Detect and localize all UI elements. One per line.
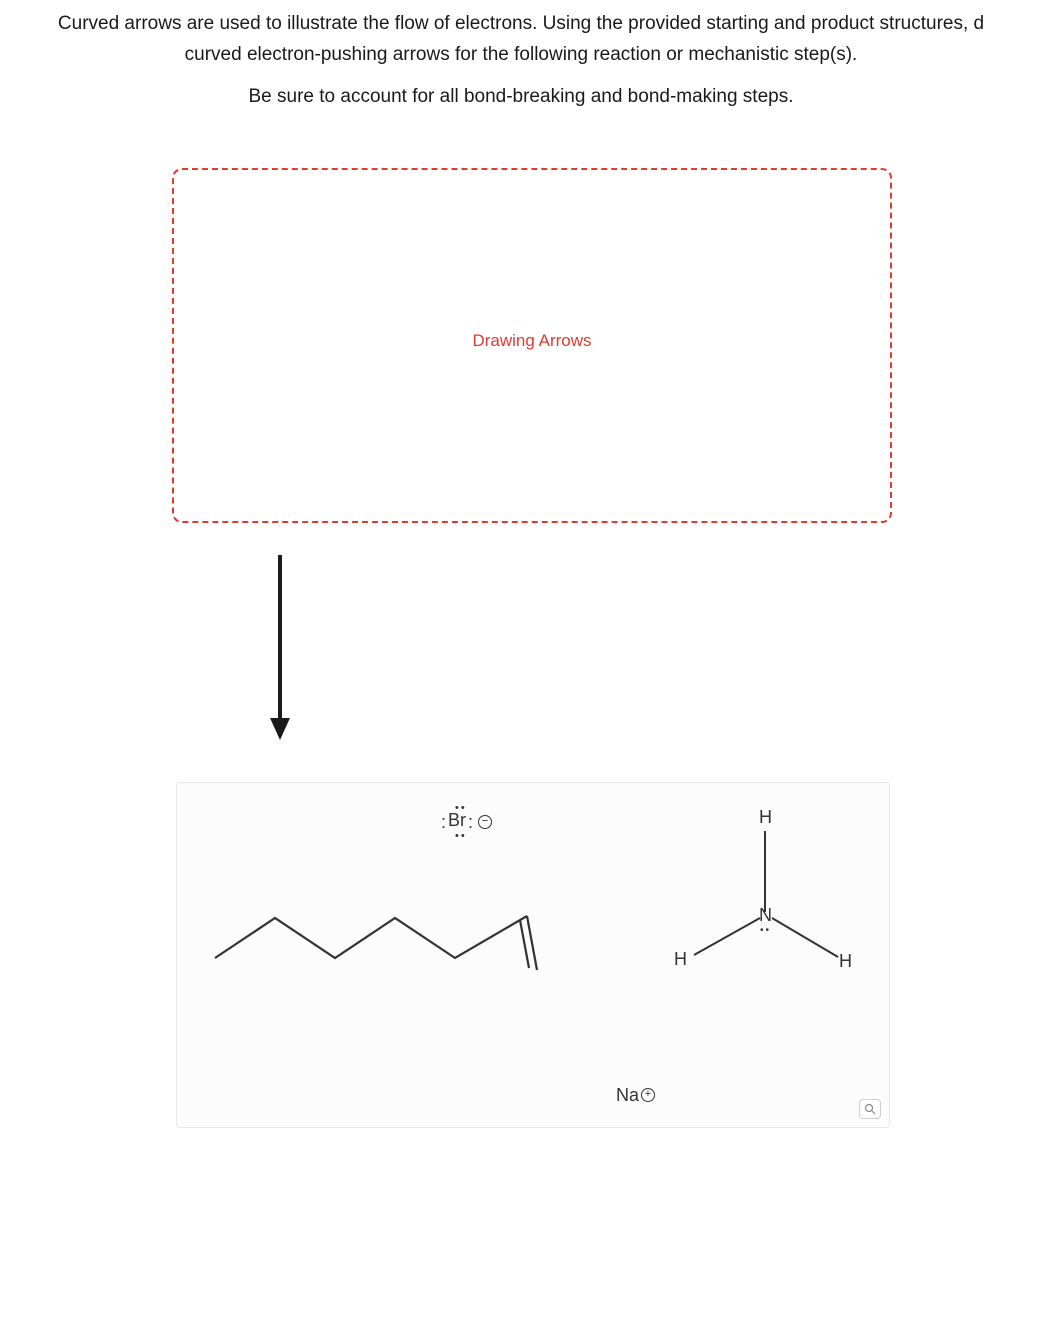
ammonia-lone-pair: •• (760, 925, 771, 936)
ammonia-h-left: H (674, 949, 687, 970)
plus-charge-icon: + (641, 1088, 655, 1102)
ammonia-n: N (759, 905, 772, 926)
minus-charge-icon: − (478, 815, 492, 829)
prompt-line-1: Curved arrows are used to illustrate the… (40, 10, 1002, 39)
bromide-symbol: Br (448, 810, 466, 831)
prompt-line-2: curved electron-pushing arrows for the f… (40, 41, 1002, 70)
magnifier-icon (864, 1103, 876, 1115)
drawing-arrows-dropzone[interactable]: Drawing Arrows (172, 168, 892, 523)
sodium-symbol: Na (616, 1085, 639, 1106)
sodium-cation: Na + (616, 1085, 655, 1106)
bromide-lone-pair-right: : (468, 812, 473, 833)
question-prompt: Curved arrows are used to illustrate the… (0, 0, 1042, 112)
bromide-lone-pair-left: : (441, 812, 446, 833)
bromide-lone-pair-bottom: •• (455, 830, 467, 842)
reaction-arrow-down-icon (260, 545, 300, 750)
prompt-line-3: Be sure to account for all bond-breaking… (40, 83, 1002, 112)
ammonia-h-right: H (839, 951, 852, 972)
ammonia-h-top: H (759, 807, 772, 828)
bromide-charge: − (476, 812, 492, 830)
zoom-button[interactable] (859, 1099, 881, 1119)
hexene-structure (205, 898, 550, 993)
drawing-arrows-label: Drawing Arrows (472, 331, 591, 351)
ammonia-structure: H H H N •• (666, 807, 861, 977)
